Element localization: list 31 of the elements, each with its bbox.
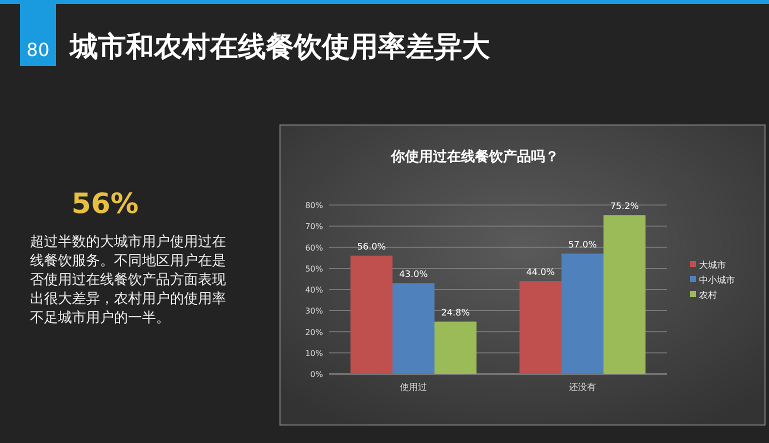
y-tick-label: 70%	[305, 222, 324, 232]
y-tick-label: 30%	[305, 306, 324, 316]
text: 43.0%	[399, 270, 428, 280]
bar	[520, 281, 562, 374]
legend-label: 中小城市	[699, 275, 735, 286]
text: 超过半数的大城市用户使用过在线餐饮服务。不同地区用户在是否使用过在线餐饮产品方面表现出很大差异，农村用户的使用率不足城市用户的一半。	[30, 234, 226, 326]
legend-label: 大城市	[699, 260, 726, 271]
chart-subtitle: 你使用过在线餐饮产品吗？	[390, 148, 559, 165]
text: 44.0%	[526, 268, 555, 278]
y-tick-label: 50%	[305, 264, 324, 274]
bar	[562, 254, 604, 374]
y-tick-label: 60%	[305, 243, 324, 252]
text: 80	[26, 40, 50, 61]
bar	[350, 256, 392, 374]
y-tick-label: 20%	[305, 328, 324, 337]
y-tick-label: 40%	[305, 286, 324, 294]
chart-title: 城市和农村在线餐饮使用率差异大	[69, 30, 491, 63]
legend-label: 农村	[699, 290, 717, 301]
x-tick-label: 使用过	[400, 382, 427, 393]
y-tick-label: 0%	[310, 370, 324, 379]
bar	[392, 283, 434, 374]
text: 56.0%	[357, 242, 386, 253]
bar	[434, 322, 476, 374]
bar	[604, 215, 646, 374]
y-tick-label: 80%	[305, 201, 324, 210]
text: 75.2%	[610, 202, 639, 212]
text: 56%	[71, 187, 139, 220]
text: 24.8%	[441, 308, 470, 319]
text: 57.0%	[568, 240, 597, 251]
y-tick-label: 10%	[305, 348, 324, 358]
x-tick-label: 还没有	[569, 382, 596, 393]
